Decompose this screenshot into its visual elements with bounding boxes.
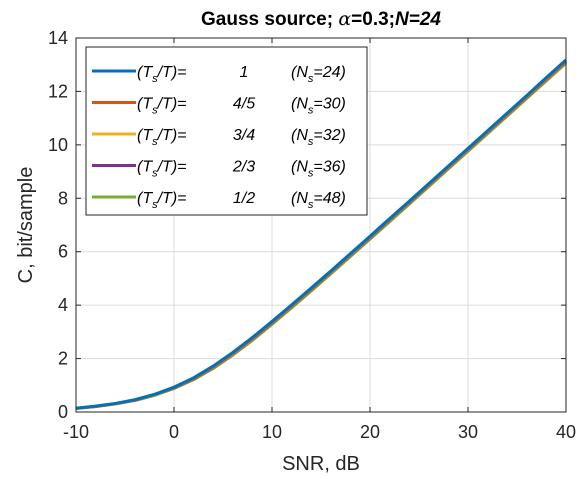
y-tick-label: 8 (58, 188, 68, 208)
title-alpha-symbol: α (338, 8, 351, 30)
legend-ns-label: (Ns=36) (291, 159, 346, 180)
legend-ns-label: (Ns=24) (291, 64, 346, 85)
x-axis-label: SNR, dB (282, 453, 360, 475)
legend-ratio-value: 3/4 (233, 127, 255, 144)
y-tick-label: 0 (58, 402, 68, 422)
plot-frame (75, 37, 567, 413)
legend-ratio-label: (Ts/T)= (137, 190, 187, 211)
legend-ratio-value: 1 (240, 64, 249, 81)
x-tick-label: 10 (262, 422, 282, 442)
y-tick-label: 2 (58, 349, 68, 369)
legend-ratio-value: 2/3 (232, 159, 255, 176)
x-tick-label: -10 (63, 422, 89, 442)
legend-ratio-label: (Ts/T)= (137, 127, 187, 148)
title-alpha-value: =0.3; (351, 9, 395, 30)
x-tick-label: 30 (458, 422, 478, 442)
y-tick-label: 12 (48, 81, 68, 101)
x-tick-label: 0 (169, 422, 179, 442)
ticks (75, 37, 567, 413)
legend-ns-label: (Ns=30) (291, 96, 346, 117)
legend-entries: (Ts/T)= 1 (Ns=24) (Ts/T)= 4/5 (Ns=30) (Ts/T)= 3… (92, 64, 346, 211)
title-prefix: Gauss source; (201, 9, 338, 30)
y-tick-label: 6 (58, 242, 68, 262)
y-tick-label: 4 (58, 295, 68, 315)
title-n-label: N=24 (395, 9, 441, 30)
legend-ratio-label: (Ts/T)= (137, 96, 187, 117)
legend-ratio-value: 1/2 (233, 190, 255, 207)
chart-title: Gauss source; α=0.3;N=24 (201, 8, 441, 30)
y-tick-label: 14 (48, 28, 68, 48)
x-tick-label: 20 (360, 422, 380, 442)
legend-ratio-label: (Ts/T)= (137, 159, 187, 180)
legend-box (85, 46, 368, 216)
y-tick-label: 10 (48, 135, 68, 155)
series-line (75, 58, 568, 410)
legend-ratio-value: 4/5 (233, 96, 255, 113)
legend-ns-label: (Ns=32) (291, 127, 346, 148)
x-tick-label: 40 (556, 422, 576, 442)
legend-ratio-label: (Ts/T)= (137, 64, 187, 85)
legend: (Ts/T)= 1 (Ns=24) (Ts/T)= 4/5 (Ns=30) (Ts/T)= 3… (85, 46, 368, 216)
legend-ns-label: (Ns=48) (291, 190, 346, 211)
series-layer (75, 58, 568, 411)
y-axis-label: C, bit/sample (15, 167, 37, 284)
